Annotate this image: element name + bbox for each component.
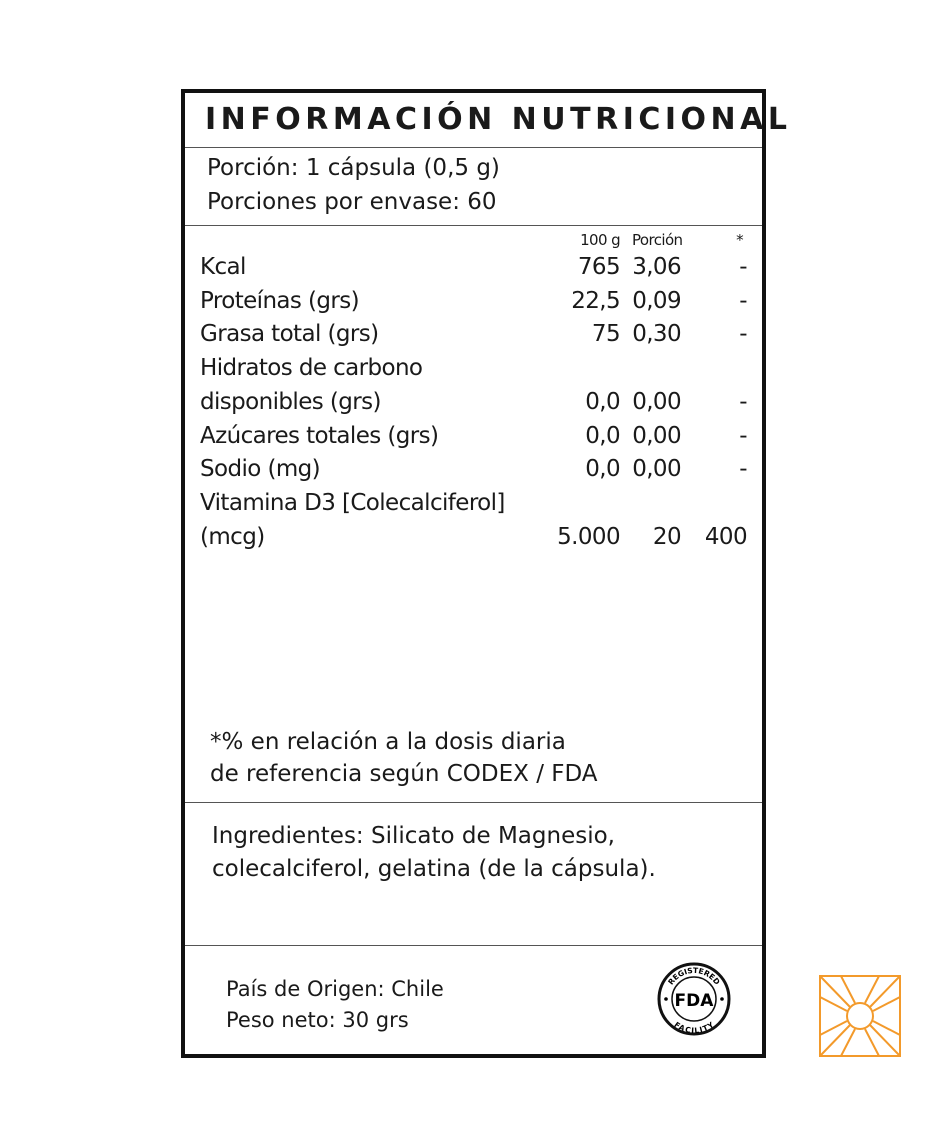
sun-logo-icon	[819, 975, 901, 1057]
servings-per-container: Porciones por envase: 60	[207, 189, 497, 215]
value-per-100g: 5.000	[557, 523, 620, 550]
divider	[185, 147, 762, 148]
value-per-100g: 0,0	[585, 388, 620, 415]
nutrient-label: (mcg)	[200, 523, 265, 550]
divider	[185, 802, 762, 803]
header-100g: 100 g	[580, 231, 621, 249]
nutrient-row: Grasa total (grs) 75 0,30 -	[0, 321, 945, 355]
table-header: 100 g Porción *	[0, 231, 945, 265]
value-daily-percent: -	[739, 422, 747, 449]
ingredients-line2: colecalciferol, gelatina (de la cápsula)…	[212, 856, 656, 882]
fda-badge-text: FDA	[675, 991, 715, 1011]
value-per-portion: 0,00	[632, 388, 681, 415]
nutrient-row: Sodio (mg) 0,0 0,00 -	[0, 456, 945, 490]
nutrient-row: Azúcares totales (grs) 0,0 0,00 -	[0, 423, 945, 457]
value-per-portion: 0,00	[632, 456, 681, 483]
country-of-origin: País de Origen: Chile	[226, 977, 444, 1001]
nutrient-label: disponibles (grs)	[200, 388, 381, 415]
nutrient-row: Kcal 765 3,06 -	[0, 254, 945, 288]
footnote-line1: *% en relación a la dosis diaria	[210, 729, 566, 755]
value-daily-percent: -	[739, 254, 747, 280]
nutrient-label: Azúcares totales (grs)	[200, 422, 439, 449]
value-per-100g: 0,0	[585, 456, 620, 483]
nutrient-label: Proteínas (grs)	[200, 287, 360, 314]
ingredients-line1: Ingredientes: Silicato de Magnesio,	[212, 823, 615, 849]
value-per-100g: 0,0	[585, 422, 620, 449]
nutrient-label: Hidratos de carbono	[200, 355, 423, 382]
divider	[185, 225, 762, 226]
nutrient-row: disponibles (grs) 0,0 0,00 -	[0, 389, 945, 423]
label-title: INFORMACIÓN NUTRICIONAL	[205, 102, 792, 137]
nutrient-label: Vitamina D3 [Colecalciferol]	[200, 489, 505, 516]
value-daily-percent: -	[739, 388, 747, 415]
nutrient-row: Hidratos de carbono	[0, 355, 945, 389]
net-weight: Peso neto: 30 grs	[226, 1008, 409, 1032]
nutrient-label: Kcal	[200, 254, 246, 280]
fda-registered-badge-icon: FDA REGISTERED FACILITY	[657, 962, 731, 1036]
value-per-portion: 3,06	[632, 254, 681, 280]
nutrient-label: Grasa total (grs)	[200, 321, 379, 348]
header-dv: *	[736, 231, 743, 249]
nutrient-row: (mcg) 5.000 20 400	[0, 524, 945, 558]
footnote-line2: de referencia según CODEX / FDA	[210, 761, 598, 787]
nutrient-label: Sodio (mg)	[200, 456, 321, 483]
value-daily-percent: -	[739, 287, 747, 314]
svg-text:FACILITY: FACILITY	[672, 1020, 715, 1035]
header-portion: Porción	[632, 231, 683, 249]
value-daily-percent: 400	[704, 523, 748, 550]
value-per-portion: 0,09	[632, 287, 681, 314]
value-per-100g: 765	[577, 254, 621, 280]
nutrition-label-frame	[181, 89, 766, 1058]
value-per-100g: 75	[591, 321, 621, 348]
value-per-100g: 22,5	[571, 287, 620, 314]
value-per-portion: 0,00	[632, 422, 681, 449]
divider	[185, 945, 762, 946]
nutrient-row: Vitamina D3 [Colecalciferol]	[0, 490, 945, 524]
value-daily-percent: -	[739, 321, 747, 348]
value-per-portion: 20	[652, 523, 682, 550]
nutrient-row: Proteínas (grs) 22,5 0,09 -	[0, 288, 945, 322]
serving-size: Porción: 1 cápsula (0,5 g)	[207, 155, 500, 181]
value-per-portion: 0,30	[632, 321, 681, 348]
value-daily-percent: -	[739, 456, 747, 483]
